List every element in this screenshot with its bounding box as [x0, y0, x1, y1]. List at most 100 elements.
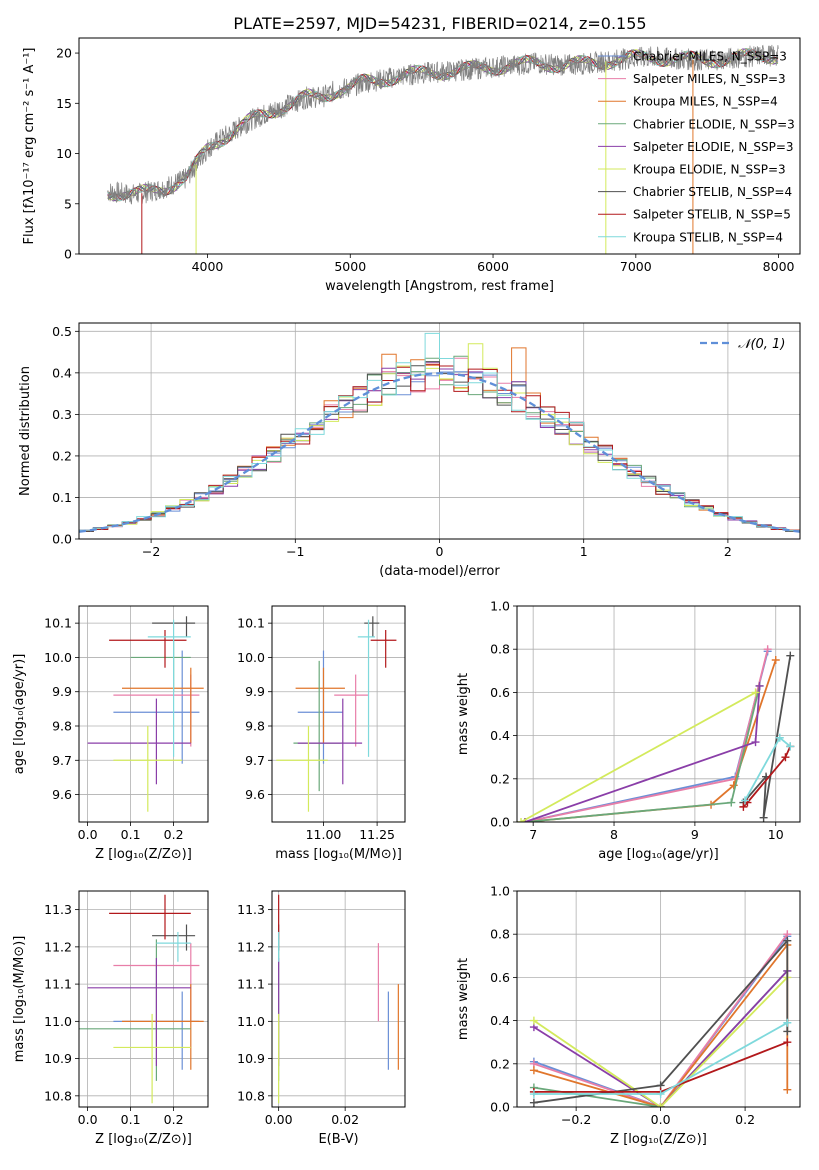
data-point-marker	[727, 798, 736, 807]
series-salpeter_stelib	[742, 746, 792, 808]
y-tick-label: 9.6	[245, 787, 265, 802]
y-tick-label: 10.9	[237, 1051, 265, 1066]
errorbar-kroupa_miles	[122, 667, 204, 744]
y-tick-label: 0.0	[490, 1100, 510, 1115]
legend-entry: Kroupa STELIB, N_SSP=4	[633, 230, 783, 244]
y-tick-label: 10.0	[237, 650, 265, 665]
x-axis-label: Z [log₁₀(Z/Z⊙)]	[610, 1132, 707, 1147]
y-tick-label: 0.3	[52, 407, 72, 422]
legend-entry: Kroupa MILES, N_SSP=4	[633, 95, 778, 109]
mass_weight_vs_Z-frame	[516, 890, 801, 1108]
y-tick-label: 0.4	[52, 365, 72, 380]
errorbar-chabrier_miles	[297, 650, 343, 764]
y-tick-label: 20	[56, 46, 72, 61]
data-point-marker	[739, 802, 748, 811]
y-tick-label: 0.2	[52, 448, 72, 463]
x-tick-label: 0.2	[164, 827, 184, 842]
errorbar-kroupa_elodie	[113, 726, 183, 812]
mass_vs_ebv-frame	[271, 890, 406, 1108]
y-tick-label: 9.6	[52, 787, 72, 802]
y-tick-label: 11.3	[237, 902, 265, 917]
spectrum-plot-area	[107, 44, 779, 254]
y-tick-label: 1.0	[490, 599, 510, 614]
errorbar-kroupa_stelib	[156, 931, 191, 962]
mass_vs_Z-axes: 0.0 0.1 0.2 10.8 10.9 11.0 11.1 11.2 11.3 Z [log₁…	[12, 891, 208, 1147]
x-tick-label: 11.25	[359, 827, 395, 842]
y-tick-label: 0.0	[52, 532, 72, 547]
errorbar-salpeter_stelib	[109, 894, 191, 940]
y-axis-label: age [log₁₀(age/yr)]	[12, 654, 27, 775]
y-tick-label: 9.7	[52, 753, 72, 768]
data-point-marker	[783, 1038, 792, 1047]
legend-entry: Chabrier MILES, N_SSP=3	[633, 50, 787, 64]
x-tick-label: −0.2	[561, 1112, 591, 1127]
x-tick-label: 0.0	[78, 1112, 98, 1127]
normal-distribution-curve	[79, 372, 800, 533]
spectrum-data	[107, 44, 779, 205]
residual_histogram-frame	[78, 322, 801, 540]
y-tick-label: 0.6	[490, 970, 510, 985]
x-tick-label: 7	[529, 827, 537, 842]
data-point-marker	[529, 1016, 538, 1025]
data-point-marker	[775, 733, 784, 742]
age_vs_mass-plot-area	[276, 616, 397, 812]
y-tick-label: 0.0	[490, 815, 510, 830]
data-point-marker	[741, 796, 750, 805]
data-point-marker	[763, 645, 772, 654]
y-tick-label: 5	[64, 196, 72, 211]
x-tick-label: 0	[436, 544, 444, 559]
x-axis-label: (data-model)/error	[379, 564, 500, 579]
data-point-marker	[783, 1085, 792, 1094]
age_vs_mass-frame	[271, 605, 406, 823]
y-tick-label: 9.8	[52, 719, 72, 734]
x-tick-label: 0.02	[331, 1112, 359, 1127]
y-tick-label: 10.8	[237, 1088, 265, 1103]
y-tick-label: 10.1	[237, 616, 265, 631]
data-point-marker	[783, 1018, 792, 1027]
x-axis-label: wavelength [Angstrom, rest frame]	[325, 279, 554, 294]
x-tick-label: 0.00	[265, 1112, 293, 1127]
legend-entry: 𝒩(0, 1)	[738, 337, 785, 352]
data-point-marker	[755, 681, 764, 690]
y-tick-label: 11.2	[237, 939, 265, 954]
legend-entry: Kroupa ELODIE, N_SSP=3	[633, 163, 786, 177]
residual_histogram-axes: −2 −1 0 1 2 0.0 0.1 0.2 0.3 0.4 0.5 (data-model)/er…	[18, 323, 800, 579]
x-axis-label: Z [log₁₀(Z/Z⊙)]	[95, 847, 192, 862]
x-tick-label: 1	[580, 544, 588, 559]
y-tick-label: 0	[64, 247, 72, 262]
errorbar-chabrier_stelib	[152, 924, 196, 951]
y-tick-label: 0.6	[490, 685, 510, 700]
errorbar-salpeter_stelib	[109, 630, 187, 668]
y-tick-label: 10.9	[44, 1051, 72, 1066]
y-tick-label: 9.7	[245, 753, 265, 768]
y-tick-label: 10.1	[44, 616, 72, 631]
y-tick-label: 11.0	[237, 1014, 265, 1029]
age_vs_Z-axes: 0.0 0.1 0.2 9.6 9.7 9.8 9.9 10.0 10.1 Z [log₁₀(Z/…	[12, 606, 208, 862]
x-tick-label: −1	[286, 544, 304, 559]
data-point-marker	[529, 1066, 538, 1075]
legend-entry: Salpeter ELODIE, N_SSP=3	[633, 140, 794, 154]
errorbar-kroupa_miles	[295, 667, 345, 744]
x-tick-label: 4000	[192, 259, 224, 274]
x-tick-label: 0.1	[121, 827, 141, 842]
y-tick-label: 11.1	[237, 977, 265, 992]
mass_weight_vs_Z-axes: −0.2 0.0 0.2 0.0 0.2 0.4 0.6 0.8 1.0 Z [log₁₀(Z/Z…	[456, 884, 800, 1147]
y-tick-label: 0.2	[490, 771, 510, 786]
y-tick-label: 15	[56, 96, 72, 111]
series-chabrier_stelib	[742, 655, 792, 818]
x-tick-label: 8000	[763, 259, 795, 274]
y-axis-label: Normed distribution	[18, 366, 33, 496]
y-tick-label: 10.0	[44, 650, 72, 665]
y-axis-label: mass weight	[456, 958, 471, 1040]
age_vs_mass-axes: 11.00 11.25 9.6 9.7 9.8 9.9 10.0 10.1 mass [log₁…	[237, 606, 405, 862]
errorbar-chabrier_stelib	[364, 616, 380, 637]
errorbar-kroupa_elodie	[113, 1013, 191, 1104]
series-kroupa_elodie	[520, 691, 756, 822]
data-point-marker	[786, 742, 795, 751]
x-tick-label: −2	[142, 544, 160, 559]
data-point-marker	[751, 738, 760, 747]
x-tick-label: 5000	[334, 259, 366, 274]
y-tick-label: 11.1	[44, 977, 72, 992]
y-tick-label: 0.1	[52, 490, 72, 505]
data-point-marker	[529, 1090, 538, 1099]
